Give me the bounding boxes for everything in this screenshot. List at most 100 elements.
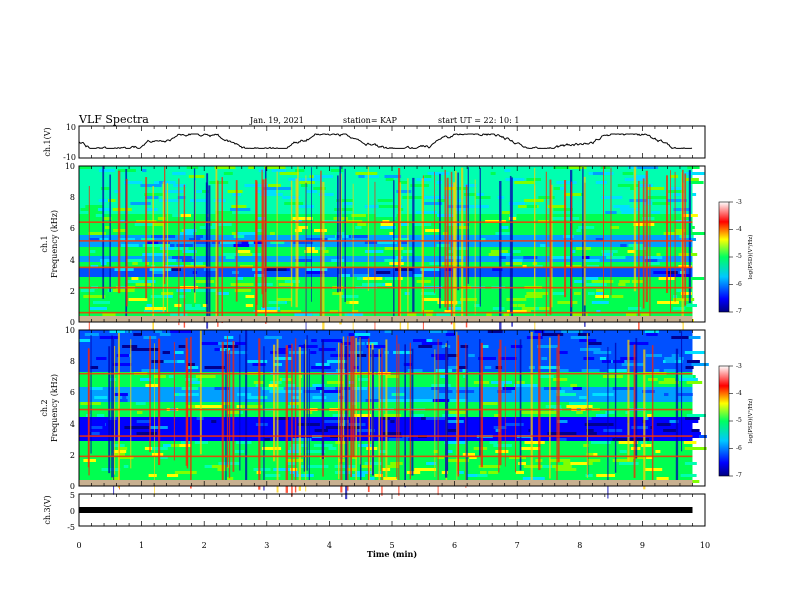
sferic-line — [550, 184, 553, 308]
psd-speckle — [355, 172, 378, 175]
psd-speckle — [421, 310, 434, 313]
psd-speckle — [509, 333, 520, 336]
sferic-line — [265, 178, 267, 324]
psd-speckle — [478, 465, 501, 468]
psd-speckle — [678, 226, 695, 229]
psd-speckle — [610, 226, 620, 229]
sferic-line — [461, 167, 464, 323]
psd-band — [79, 211, 693, 214]
psd-speckle — [395, 399, 413, 402]
psd-speckle — [557, 369, 569, 372]
psd-speckle — [360, 190, 368, 193]
sferic-line — [674, 171, 676, 302]
psd-speckle — [241, 405, 263, 408]
time-tick-label: 4 — [327, 541, 332, 550]
psd-speckle — [268, 477, 283, 480]
psd-speckle — [430, 307, 442, 310]
psd-speckle — [486, 313, 492, 316]
psd-speckle — [420, 268, 441, 271]
psd-speckle — [334, 208, 353, 211]
psd-speckle — [574, 420, 592, 423]
sferic-line — [217, 180, 219, 327]
psd-speckle — [482, 345, 489, 348]
psd-band — [79, 253, 693, 256]
sferic-line — [374, 181, 376, 335]
psd-speckle — [453, 298, 461, 301]
psd-speckle — [288, 345, 292, 348]
psd-speckle — [247, 360, 268, 363]
ch1-waveform-ticks — [78, 126, 706, 158]
psd-speckle — [362, 283, 383, 286]
psd-speckle — [451, 247, 468, 250]
ch2-cbar-tick-m4: -4 — [736, 390, 742, 397]
psd-speckle — [144, 307, 167, 310]
psd-speckle — [160, 298, 170, 301]
psd-speckle — [183, 229, 197, 232]
psd-speckle — [558, 432, 577, 435]
sferic-line — [297, 166, 299, 290]
psd-speckle — [84, 178, 102, 181]
psd-speckle — [549, 256, 572, 259]
sferic-line — [480, 342, 483, 468]
psd-speckle — [165, 390, 180, 393]
psd-speckle — [538, 375, 554, 378]
psd-speckle — [627, 250, 636, 253]
psd-speckle — [526, 178, 546, 181]
psd-speckle — [354, 459, 365, 462]
psd-speckle — [345, 363, 359, 366]
sferic-line — [479, 167, 481, 307]
psd-speckle — [557, 420, 568, 423]
psd-speckle — [385, 283, 392, 286]
sferic-line — [321, 339, 325, 459]
psd-speckle — [239, 253, 253, 256]
psd-speckle — [525, 187, 538, 190]
psd-speckle — [313, 423, 320, 426]
sferic-line — [305, 339, 307, 492]
psd-band — [79, 289, 693, 292]
psd-speckle — [520, 447, 541, 450]
psd-speckle — [374, 399, 380, 402]
psd-speckle — [150, 295, 169, 298]
psd-speckle — [358, 336, 369, 339]
psd-speckle — [137, 411, 143, 414]
psd-speckle — [256, 310, 277, 313]
time-tick-label: 5 — [389, 541, 394, 550]
psd-speckle — [550, 217, 570, 220]
psd-speckle — [183, 304, 192, 307]
sferic-line — [285, 345, 288, 493]
psd-speckle — [102, 199, 116, 202]
psd-speckle — [208, 283, 222, 286]
psd-speckle — [602, 253, 613, 256]
psd-speckle — [86, 348, 108, 351]
psd-speckle — [157, 217, 166, 220]
psd-speckle — [510, 304, 518, 307]
ch2-ytick-4: 4 — [70, 420, 75, 429]
psd-speckle — [404, 447, 423, 450]
psd-speckle — [653, 271, 666, 274]
psd-speckle — [408, 313, 417, 316]
psd-speckle — [126, 259, 143, 262]
psd-speckle — [646, 333, 658, 336]
psd-speckle — [657, 301, 679, 304]
psd-speckle — [532, 262, 540, 265]
sferic-line — [412, 177, 415, 313]
psd-speckle — [671, 336, 684, 339]
psd-speckle — [542, 333, 564, 336]
psd-speckle — [412, 274, 423, 277]
psd-speckle — [269, 232, 275, 235]
sferic-line — [614, 342, 617, 473]
psd-speckle — [628, 307, 642, 310]
psd-speckle — [687, 480, 700, 483]
sferic-line — [347, 336, 349, 491]
sferic-line — [534, 167, 536, 293]
figure-title: VLF Spectra — [78, 113, 149, 126]
psd-speckle — [297, 226, 308, 229]
sferic-line — [398, 168, 401, 317]
psd-speckle — [446, 429, 457, 432]
psd-speckle — [585, 283, 607, 286]
psd-speckle — [646, 456, 653, 459]
psd-speckle — [650, 268, 672, 271]
psd-speckle — [680, 336, 691, 339]
psd-speckle — [134, 223, 154, 226]
psd-speckle — [411, 396, 425, 399]
